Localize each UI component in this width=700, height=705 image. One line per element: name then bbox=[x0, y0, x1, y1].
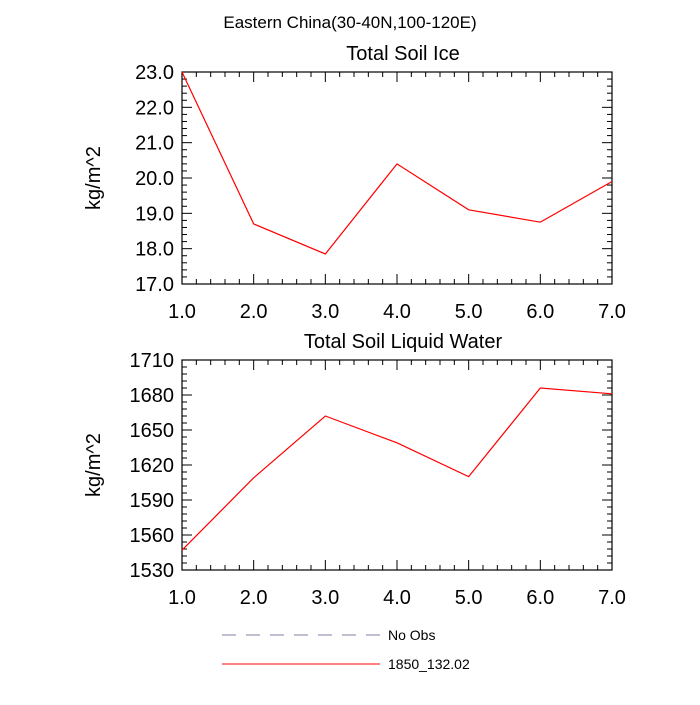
main-title: Eastern China(30-40N,100-120E) bbox=[223, 13, 476, 32]
x-tick-label: 5.0 bbox=[455, 587, 483, 609]
x-tick-label: 7.0 bbox=[598, 587, 626, 609]
panel-total-soil-ice: 1.0 2.0 3.0 4.0 5.0 6.0 7.0 17.0 18.0 19.0 20.0 21.… bbox=[83, 43, 626, 323]
legend-label-1850: 1850_132.02 bbox=[388, 656, 470, 672]
panel-title: Total Soil Liquid Water bbox=[304, 331, 503, 353]
x-tick-label: 6.0 bbox=[526, 301, 554, 323]
series-line-0 bbox=[181, 71, 613, 255]
x-tick-label: 2.0 bbox=[240, 301, 268, 323]
panel-title: Total Soil Ice bbox=[346, 43, 459, 65]
x-tick-label: 5.0 bbox=[455, 301, 483, 323]
y-tick-label: 23.0 bbox=[135, 62, 174, 84]
y-tick-label: 1590 bbox=[130, 490, 175, 512]
x-tick-label: 4.0 bbox=[383, 587, 411, 609]
y-axis-label: kg/m^2 bbox=[83, 433, 105, 497]
x-tick-label: 1.0 bbox=[168, 587, 196, 609]
y-tick-label: 1710 bbox=[130, 350, 175, 372]
x-tick-label: 3.0 bbox=[311, 587, 339, 609]
y-tick-label: 21.0 bbox=[135, 133, 174, 155]
y-tick-label: 1680 bbox=[130, 385, 175, 407]
plot-frame bbox=[181, 71, 613, 285]
x-tick-label: 3.0 bbox=[311, 301, 339, 323]
x-tick-label: 2.0 bbox=[240, 587, 268, 609]
y-tick-label: 20.0 bbox=[135, 168, 174, 190]
y-tick-label: 17.0 bbox=[135, 274, 174, 296]
panel-total-soil-liquid-water: 1.0 2.0 3.0 4.0 5.0 6.0 7.0 1530 1560 1590 1620 165… bbox=[83, 331, 626, 609]
y-tick-label: 19.0 bbox=[135, 203, 174, 225]
x-tick-label: 4.0 bbox=[383, 301, 411, 323]
x-tick-label: 7.0 bbox=[598, 301, 626, 323]
y-axis-label: kg/m^2 bbox=[83, 146, 105, 210]
x-tick-label: 1.0 bbox=[168, 301, 196, 323]
y-tick-label: 1560 bbox=[130, 525, 175, 547]
y-tick-label: 18.0 bbox=[135, 239, 174, 261]
series-line-0 bbox=[181, 387, 613, 551]
y-tick-label: 1620 bbox=[130, 455, 175, 477]
legend: No Obs 1850_132.02 bbox=[222, 627, 470, 672]
plot-frame bbox=[181, 359, 613, 571]
y-tick-label: 1530 bbox=[130, 560, 175, 582]
y-tick-label: 1650 bbox=[130, 420, 175, 442]
y-tick-label: 22.0 bbox=[135, 97, 174, 119]
x-tick-label: 6.0 bbox=[526, 587, 554, 609]
legend-label-no-obs: No Obs bbox=[388, 627, 435, 643]
